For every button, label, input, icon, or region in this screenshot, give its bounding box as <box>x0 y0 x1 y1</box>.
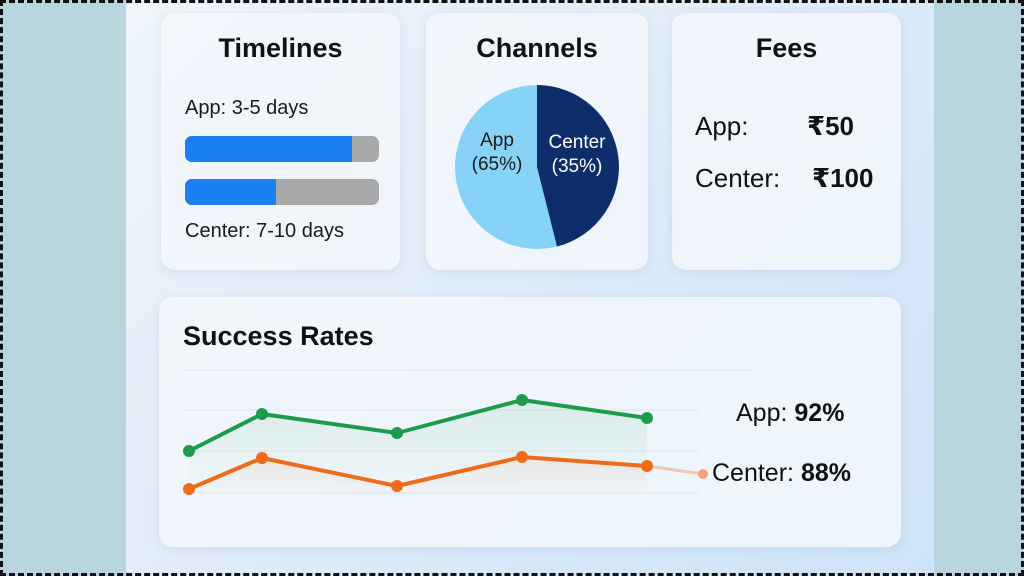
pie-label-center-pct: (35%) <box>551 156 603 177</box>
success-rates-line-chart <box>183 369 754 497</box>
timelines-title: Timelines <box>218 33 343 63</box>
app-success-legend: App: 92% <box>736 399 844 428</box>
pie-label-app-pct: (65%) <box>471 154 523 175</box>
pie-label-app-name: App <box>480 130 514 151</box>
center-legend-value: 88% <box>800 459 851 487</box>
timelines-card: Timelines App: 3-5 days Center: 7-10 day… <box>161 13 400 270</box>
app-timeline-bar <box>185 136 379 162</box>
app-success-points <box>183 394 653 457</box>
center-legend-connector <box>646 464 704 476</box>
center-success-points <box>183 451 653 495</box>
pie-slice-center <box>537 85 619 247</box>
success-rates-card: Success Rates <box>159 297 901 547</box>
app-timeline-label: App: 3-5 days <box>185 97 309 119</box>
center-legend-dot <box>698 469 708 479</box>
center-legend-label: Center: <box>712 459 794 487</box>
fees-title: Fees <box>755 33 818 63</box>
success-rates-title: Success Rates <box>183 321 374 351</box>
fee-center-label: Center: <box>695 163 781 193</box>
center-timeline-fill <box>185 179 277 205</box>
fee-app-value: ₹50 <box>807 111 855 141</box>
fees-card: Fees App: ₹50 Center: ₹100 <box>672 13 901 270</box>
dashboard-canvas: Timelines App: 3-5 days Center: 7-10 day… <box>126 0 934 576</box>
pie-label-center: Center (35%) <box>539 131 615 179</box>
center-success-legend: Center: 88% <box>712 459 851 488</box>
fee-center-value: ₹100 <box>812 163 874 193</box>
center-timeline-bar <box>185 179 379 205</box>
app-legend-value: 92% <box>794 399 845 427</box>
channels-title: Channels <box>476 33 598 63</box>
channels-card: Channels App (65%) Center (35%) <box>426 13 648 270</box>
channels-pie-chart <box>455 85 619 249</box>
app-timeline-fill <box>185 136 352 162</box>
center-timeline-label: Center: 7-10 days <box>185 220 344 242</box>
fee-app-label: App: <box>695 111 749 141</box>
fee-row-center: Center: ₹100 <box>695 163 873 194</box>
pie-label-center-name: Center <box>548 132 606 153</box>
app-legend-label: App: <box>736 399 788 427</box>
pie-label-app: App (65%) <box>462 129 532 177</box>
fee-row-app: App: ₹50 <box>695 111 854 142</box>
